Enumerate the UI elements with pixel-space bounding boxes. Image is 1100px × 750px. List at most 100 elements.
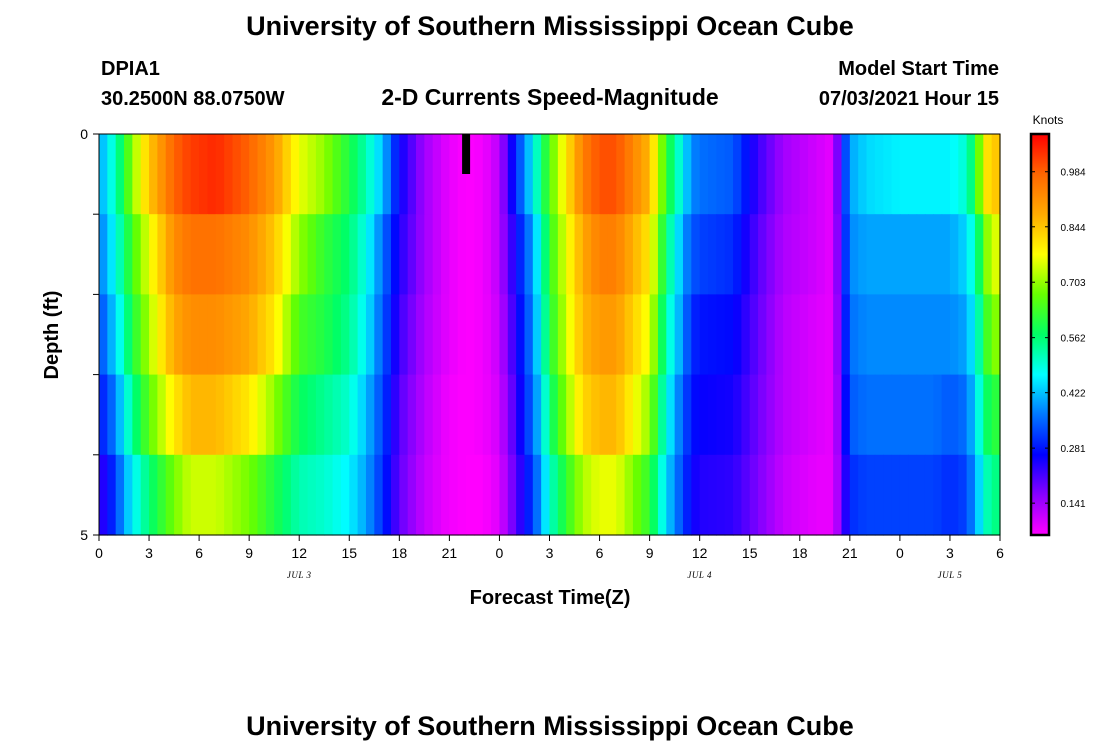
heatmap-cell (132, 454, 142, 536)
heatmap-cell (332, 134, 342, 215)
heatmap-cell (582, 374, 592, 456)
heatmap-cell (749, 214, 759, 295)
x-tick-label: 18 (392, 545, 408, 561)
heatmap-cell (232, 134, 242, 215)
heatmap-cell (791, 134, 801, 215)
heatmap-cell (758, 214, 767, 295)
heatmap-cell (983, 374, 993, 456)
heatmap-cell (816, 454, 826, 536)
heatmap-cell (874, 214, 884, 295)
heatmap-cell (282, 134, 292, 215)
heatmap-cell (340, 454, 350, 536)
heatmap-cell (132, 374, 142, 456)
heatmap-cell (632, 214, 642, 295)
heatmap-cell (799, 134, 809, 215)
heatmap-cell (357, 374, 367, 456)
heatmap-cell (699, 134, 709, 215)
page-title: University of Southern Mississippi Ocean… (246, 11, 854, 41)
heatmap-cell (616, 454, 626, 536)
heatmap-cell (232, 454, 242, 536)
heatmap-cell (657, 214, 667, 295)
heatmap-cell (165, 214, 175, 295)
heatmap-cell (124, 134, 133, 215)
heatmap-cell (708, 134, 717, 215)
heatmap-cell (340, 214, 350, 295)
heatmap-cell (182, 134, 192, 215)
heatmap-cell (524, 454, 534, 536)
heatmap-cell (416, 134, 425, 215)
heatmap-cell (958, 214, 968, 295)
heatmap-cell (799, 374, 809, 456)
heatmap-cell (983, 134, 993, 215)
heatmap-cell (724, 454, 734, 536)
heatmap-cell (933, 454, 943, 536)
heatmap-cell (532, 214, 542, 295)
heatmap-cell (874, 374, 884, 456)
heatmap-cell (499, 454, 509, 536)
heatmap-cell (632, 134, 642, 215)
colorbar-tick-label: 0.703 (1060, 278, 1085, 289)
heatmap-cell (599, 134, 609, 215)
heatmap-cell (249, 454, 259, 536)
heatmap-cell (482, 134, 492, 215)
heatmap-cell (99, 134, 108, 215)
heatmap-cell (599, 214, 609, 295)
current-time-marker (462, 134, 471, 174)
heatmap-cell (124, 214, 133, 295)
heatmap-cell (282, 214, 292, 295)
x-tick-label: 21 (842, 545, 858, 561)
heatmap-cell (849, 214, 859, 295)
heatmap-cell (949, 294, 959, 376)
x-tick-label: 3 (145, 545, 153, 561)
x-axis-label: Forecast Time(Z) (470, 587, 631, 609)
heatmap-cell (566, 454, 576, 536)
heatmap-cell (499, 374, 509, 456)
heatmap-cell (874, 454, 884, 536)
heatmap-cell (699, 294, 709, 376)
heatmap-cell (290, 294, 300, 376)
heatmap-cell (666, 214, 676, 295)
heatmap-cell (507, 294, 517, 376)
x-tick-label: 15 (341, 545, 357, 561)
heatmap-cell (365, 294, 375, 376)
heatmap-cell (566, 214, 576, 295)
heatmap-cell (190, 374, 200, 456)
heatmap-cell (933, 134, 943, 215)
y-axis: 05 (80, 126, 99, 543)
heatmap-cell (841, 134, 851, 215)
heatmap-cell (457, 214, 467, 295)
heatmap-cell (649, 134, 659, 215)
heatmap-cell (758, 294, 767, 376)
heatmap-cell (966, 214, 976, 295)
heatmap-cell (958, 134, 968, 215)
heatmap-cell (282, 294, 292, 376)
heatmap-cell (616, 134, 626, 215)
heatmap-cell (149, 134, 158, 215)
heatmap-cell (766, 214, 776, 295)
heatmap-cell (424, 454, 434, 536)
heatmap-cell (432, 214, 442, 295)
heatmap-cell (841, 214, 851, 295)
heatmap-cell (616, 374, 626, 456)
heatmap-cell (99, 294, 108, 376)
heatmap-cell (174, 454, 184, 536)
heatmap-cell (974, 214, 984, 295)
heatmap-cell (591, 374, 601, 456)
heatmap-cell (841, 374, 851, 456)
heatmap-cell (682, 214, 692, 295)
heatmap-cell (582, 134, 592, 215)
heatmap-cell (699, 214, 709, 295)
x-tick-label: 3 (946, 545, 954, 561)
heatmap-cell (808, 454, 818, 536)
heatmap-cell (432, 134, 442, 215)
heatmap-cell (657, 454, 667, 536)
heatmap-cell (799, 294, 809, 376)
heatmap-cell (557, 134, 567, 215)
heatmap-cell (816, 374, 826, 456)
heatmap-cell (599, 454, 609, 536)
heatmap-cell (491, 214, 501, 295)
heatmap-cell (974, 454, 984, 536)
heatmap-cell (382, 214, 392, 295)
heatmap-cell (666, 374, 676, 456)
